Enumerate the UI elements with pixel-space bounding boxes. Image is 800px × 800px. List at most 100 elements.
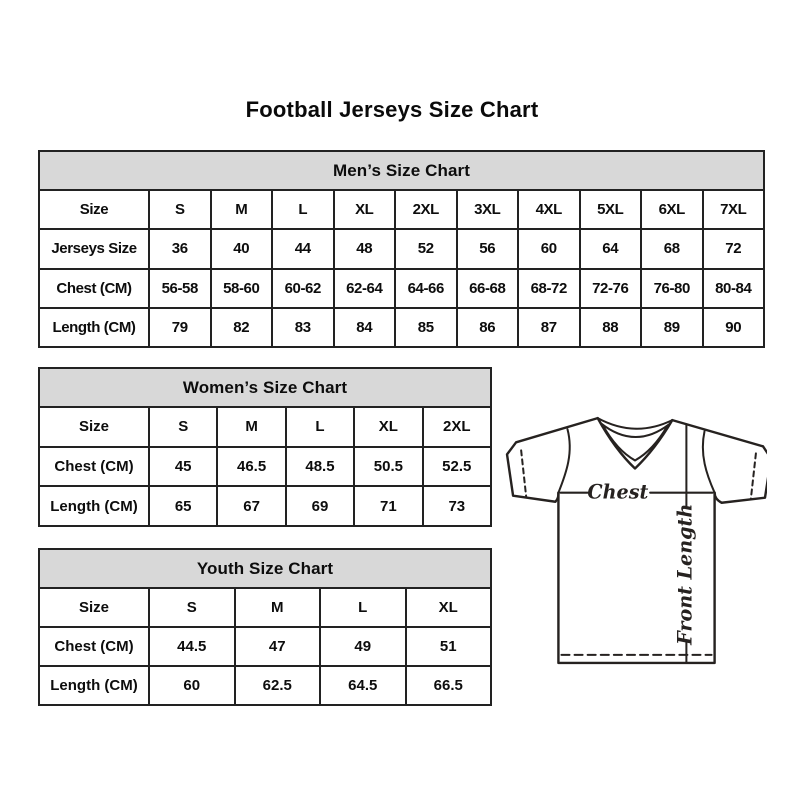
jersey-right-armhole-seam: [701, 430, 716, 494]
mens-cell: 3XL: [455, 188, 519, 231]
mens-cell: 60-62: [271, 267, 335, 309]
jersey-right-cuff-dashes: [749, 452, 757, 500]
jersey-collar-arc-inner: [599, 422, 671, 438]
mens-cell: 72: [701, 228, 765, 270]
mens-cell: 48: [332, 228, 396, 270]
front-length-label: Front Length: [673, 504, 696, 646]
mens-cell: M: [209, 188, 273, 231]
womens-table-row: Length (CM) 65 67 69 71 73: [38, 485, 493, 527]
womens-table-row: Chest (CM) 45 46.5 48.5 50.5 52.5: [38, 445, 493, 488]
mens-cell: 2XL: [394, 188, 458, 231]
mens-cell: L: [271, 188, 335, 231]
womens-table-row: Size S M L XL 2XL: [38, 406, 493, 448]
mens-cell: 76-80: [640, 267, 704, 309]
womens-cell: 50.5: [353, 445, 424, 488]
jersey-right-sleeve-outline: [671, 418, 767, 504]
jersey-measurement-diagram: Chest Front Length: [503, 402, 767, 666]
youth-row-label: Chest (CM): [38, 626, 150, 667]
mens-cell: 62-64: [332, 267, 396, 309]
mens-size-table: Men’s Size Chart Size S M L XL 2XL 3XL 4XL 5XL 6XL…: [38, 150, 765, 349]
youth-cell: 62.5: [233, 665, 321, 706]
mens-table-row: Chest (CM) 56-58 58-60 60-62 62-64 64-66 66-68…: [38, 267, 765, 309]
mens-table-header-row: Men’s Size Chart: [38, 150, 765, 191]
youth-cell: XL: [404, 587, 492, 628]
jersey-collar-inner: [601, 424, 669, 462]
jersey-collar-arc-top: [596, 417, 674, 430]
jersey-left-sleeve-outline: [505, 416, 599, 503]
mens-cell: 64-66: [394, 267, 458, 309]
mens-cell: 56-58: [148, 267, 212, 309]
youth-cell: L: [319, 587, 407, 628]
womens-cell: 45: [147, 445, 219, 488]
mens-cell: 36: [148, 228, 212, 270]
youth-row-label: Length (CM): [38, 665, 150, 706]
womens-cell: L: [284, 406, 356, 448]
womens-cell: S: [147, 406, 219, 448]
womens-cell: 67: [216, 485, 287, 527]
mens-cell: 79: [148, 306, 212, 349]
youth-cell: 49: [319, 626, 407, 667]
mens-cell: 52: [394, 228, 458, 270]
mens-cell: 66-68: [455, 267, 519, 309]
womens-cell: 48.5: [284, 445, 356, 488]
mens-cell: 72-76: [578, 267, 642, 309]
mens-table-title: Men’s Size Chart: [38, 150, 765, 191]
mens-table-row: Length (CM) 79 82 83 84 85 86 87 88 89 90: [38, 306, 765, 349]
mens-cell: 85: [394, 306, 458, 349]
page-title: Football Jerseys Size Chart: [245, 97, 539, 122]
youth-cell: 60: [148, 665, 236, 706]
mens-cell: XL: [332, 188, 396, 231]
mens-cell: 6XL: [640, 188, 704, 231]
youth-cell: S: [148, 587, 236, 628]
mens-cell: 87: [517, 306, 581, 349]
youth-cell: 47: [233, 626, 321, 667]
mens-cell: 56: [455, 228, 519, 270]
chest-label: Chest: [587, 481, 648, 504]
womens-cell: 71: [353, 485, 424, 527]
mens-cell: 58-60: [209, 267, 273, 309]
youth-row-label: Size: [38, 587, 150, 628]
mens-cell: 90: [701, 306, 765, 349]
womens-cell: 2XL: [421, 406, 493, 448]
womens-cell: 46.5: [216, 445, 287, 488]
mens-cell: 4XL: [517, 188, 581, 231]
womens-cell: XL: [353, 406, 424, 448]
womens-cell: 65: [147, 485, 219, 527]
mens-table-row: Size S M L XL 2XL 3XL 4XL 5XL 6XL 7XL: [38, 188, 765, 231]
womens-cell: 73: [421, 485, 493, 527]
mens-cell: 89: [640, 306, 704, 349]
youth-cell: M: [233, 587, 321, 628]
youth-table-row: Chest (CM) 44.5 47 49 51: [38, 626, 492, 667]
mens-cell: 40: [209, 228, 273, 270]
mens-cell: 60: [517, 228, 581, 270]
mens-cell: 68: [640, 228, 704, 270]
womens-size-table: Women’s Size Chart Size S M L XL 2XL Chest (CM)…: [38, 367, 493, 527]
womens-cell: 52.5: [421, 445, 493, 488]
mens-cell: 64: [578, 228, 642, 270]
youth-cell: 44.5: [148, 626, 236, 667]
womens-row-label: Chest (CM): [38, 445, 150, 488]
youth-size-table: Youth Size Chart Size S M L XL Chest (CM) 44.5 4…: [38, 548, 492, 706]
youth-table-title: Youth Size Chart: [38, 548, 492, 589]
mens-row-label: Chest (CM): [38, 267, 150, 309]
mens-cell: 82: [209, 306, 273, 349]
mens-row-label: Length (CM): [38, 306, 150, 349]
mens-cell: S: [148, 188, 212, 231]
mens-row-label: Jerseys Size: [38, 228, 150, 270]
youth-cell: 51: [404, 626, 492, 667]
mens-cell: 88: [578, 306, 642, 349]
mens-cell: 5XL: [578, 188, 642, 231]
mens-table-row: Jerseys Size 36 40 44 48 52 56 60 64 68 72: [38, 228, 765, 270]
jersey-icon: Chest Front Length: [505, 416, 767, 665]
mens-cell: 44: [271, 228, 335, 270]
womens-table-title: Women’s Size Chart: [38, 367, 492, 408]
womens-row-label: Size: [38, 406, 150, 448]
mens-row-label: Size: [38, 188, 150, 231]
mens-cell: 7XL: [701, 188, 765, 231]
womens-table-header-row: Women’s Size Chart: [38, 367, 492, 408]
youth-cell: 66.5: [404, 665, 492, 706]
womens-cell: M: [216, 406, 287, 448]
womens-cell: 69: [284, 485, 356, 527]
mens-cell: 80-84: [701, 267, 765, 309]
jersey-left-armhole-seam: [557, 428, 571, 494]
